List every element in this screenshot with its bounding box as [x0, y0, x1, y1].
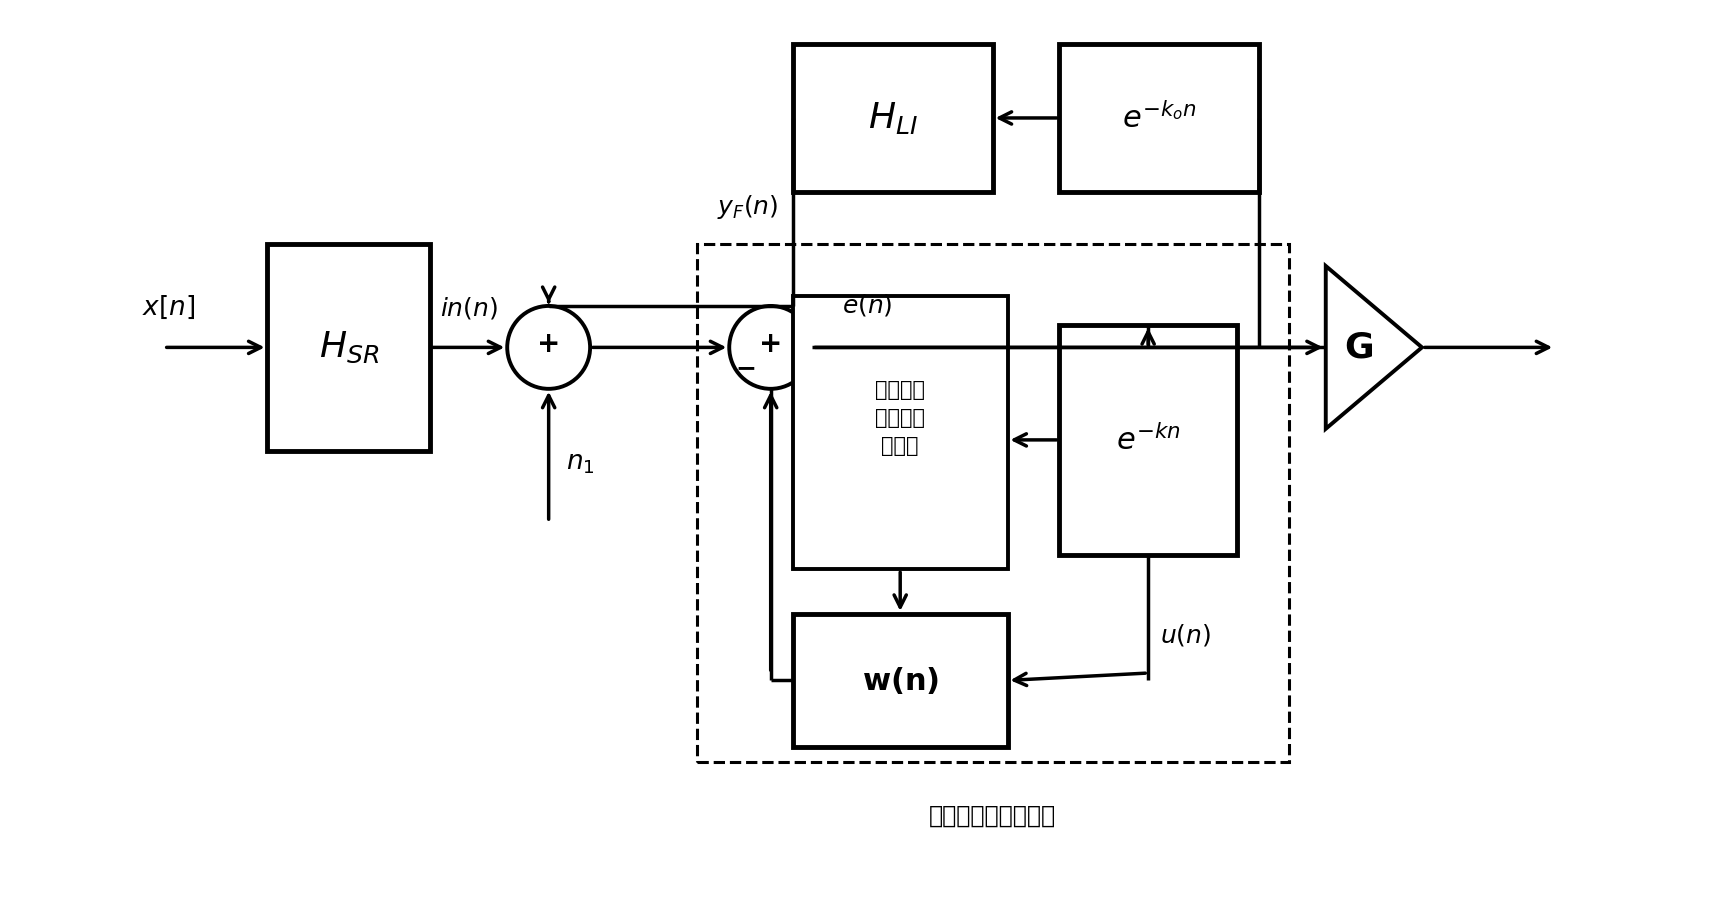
Text: $x[n]$: $x[n]$: [141, 294, 194, 321]
Bar: [1059, 44, 1258, 192]
Bar: [792, 296, 1007, 569]
Text: +: +: [760, 330, 782, 358]
Text: $e^{-kn}$: $e^{-kn}$: [1116, 424, 1181, 456]
Text: 自反馈干扰抵消模块: 自反馈干扰抵消模块: [930, 804, 1055, 827]
Bar: [268, 244, 430, 451]
Bar: [696, 244, 1289, 762]
Text: $H_{LI}$: $H_{LI}$: [868, 100, 918, 136]
Text: +: +: [536, 330, 560, 358]
Text: G: G: [1344, 330, 1373, 364]
Text: $H_{SR}$: $H_{SR}$: [318, 330, 378, 365]
Text: $\mathbf{w(n)}$: $\mathbf{w(n)}$: [861, 665, 939, 696]
Text: 自反馈干
扰信道估
计模块: 自反馈干 扰信道估 计模块: [875, 380, 925, 456]
Text: $e^{-k_o n}$: $e^{-k_o n}$: [1123, 102, 1196, 134]
Bar: [1059, 326, 1238, 555]
Bar: [792, 614, 1007, 747]
Bar: [792, 44, 992, 192]
Text: $u(n)$: $u(n)$: [1160, 621, 1212, 648]
Text: $in(n)$: $in(n)$: [440, 295, 499, 321]
Text: −: −: [736, 356, 756, 380]
Text: $e(n)$: $e(n)$: [842, 291, 892, 318]
Text: $y_F(n)$: $y_F(n)$: [717, 193, 779, 221]
Text: $n_1$: $n_1$: [567, 450, 595, 476]
